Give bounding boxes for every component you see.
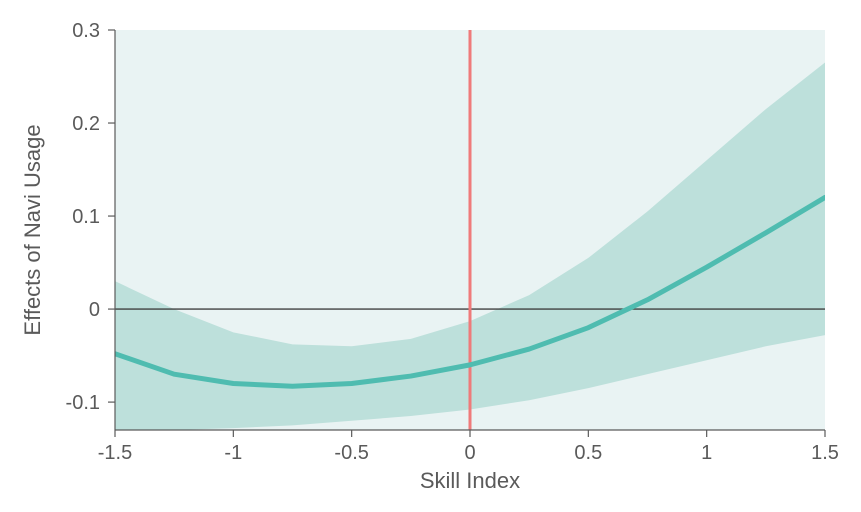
y-tick-label: 0.1 — [72, 206, 100, 228]
effects-chart: -1.5 -1 -0.5 0 0.5 1 1.5 -0.1 0 0.1 0.2 0.3 Skill In… — [0, 0, 861, 512]
x-tick-label: -1 — [224, 442, 242, 464]
y-tick-label: 0.3 — [72, 20, 100, 42]
x-tick-label: -0.5 — [334, 442, 368, 464]
y-tick-label: 0.2 — [72, 113, 100, 135]
x-tick-label: 0.5 — [574, 442, 602, 464]
x-tick-label: 1 — [701, 442, 712, 464]
y-axis-label: Effects of Navi Usage — [20, 124, 45, 335]
y-tick-label: -0.1 — [66, 392, 100, 414]
x-tick-label: 1.5 — [811, 442, 839, 464]
x-tick-label: -1.5 — [98, 442, 132, 464]
x-axis-label: Skill Index — [420, 468, 520, 493]
chart-svg: -1.5 -1 -0.5 0 0.5 1 1.5 -0.1 0 0.1 0.2 0.3 Skill In… — [0, 0, 861, 512]
x-tick-label: 0 — [464, 442, 475, 464]
y-tick-label: 0 — [89, 299, 100, 321]
